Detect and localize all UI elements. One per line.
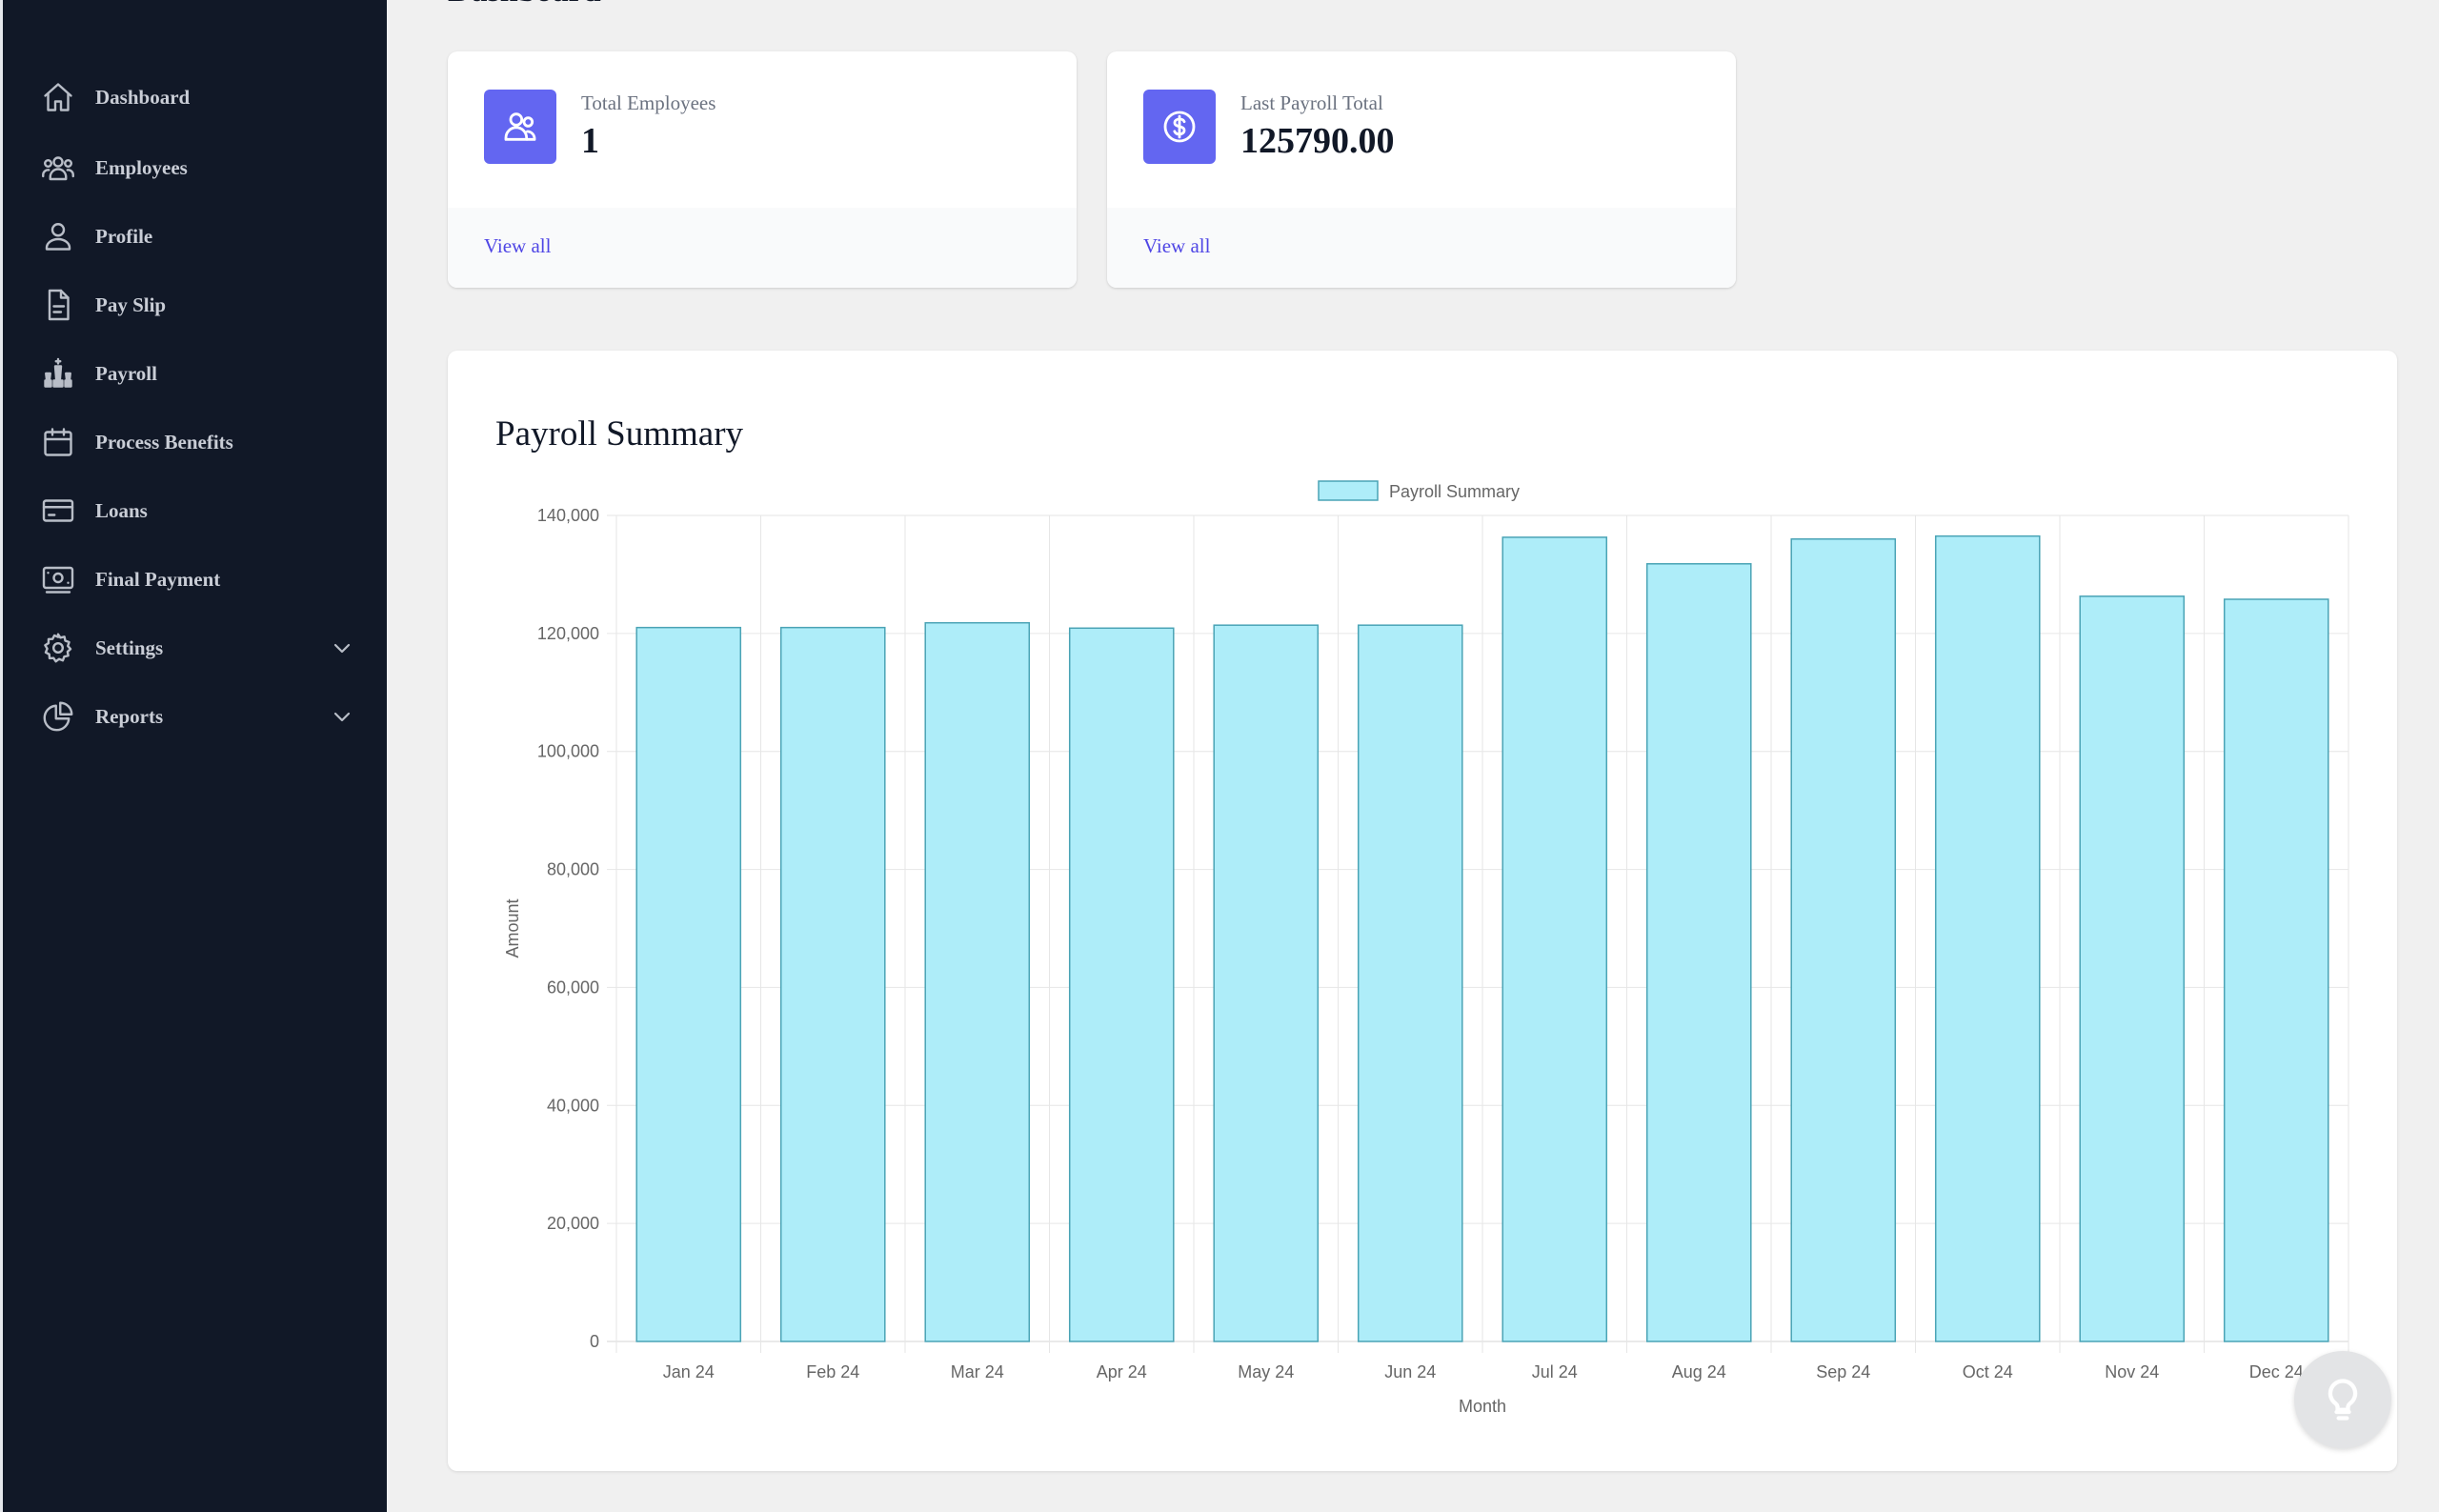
- calendar-icon: [39, 423, 77, 461]
- stat-card-last-payroll-total: Last Payroll Total 125790.00 View all: [1107, 51, 1736, 288]
- sidebar-item-payroll[interactable]: Payroll: [39, 350, 353, 397]
- card-footer: View all: [448, 208, 1077, 288]
- chart-bar: [1790, 538, 1897, 1342]
- sidebar-item-label: Reports: [95, 704, 164, 728]
- x-tick-label: Jun 24: [1384, 1362, 1436, 1381]
- cog-icon: [39, 629, 77, 667]
- stat-label: Total Employees: [581, 91, 716, 114]
- chart-bar: [635, 626, 742, 1342]
- sidebar-item-final-payment[interactable]: Final Payment: [39, 555, 353, 603]
- x-tick-label: Feb 24: [806, 1362, 859, 1381]
- view-all-link[interactable]: View all: [1143, 234, 1211, 257]
- chart-panel-title: Payroll Summary: [495, 414, 744, 454]
- document-icon: [39, 286, 77, 324]
- legend-label: Payroll Summary: [1389, 482, 1520, 501]
- y-tick-label: 0: [590, 1332, 599, 1351]
- x-tick-label: Jul 24: [1532, 1362, 1578, 1381]
- y-tick-label: 100,000: [537, 742, 599, 761]
- chart-bar: [1357, 624, 1463, 1342]
- sidebar-item-profile[interactable]: Profile: [39, 212, 353, 260]
- view-all-link[interactable]: View all: [484, 234, 552, 257]
- x-tick-label: Dec 24: [2249, 1362, 2304, 1381]
- chart-bar: [1068, 627, 1175, 1342]
- y-tick-label: 80,000: [547, 860, 599, 879]
- y-axis-title: Amount: [503, 898, 522, 958]
- y-tick-label: 120,000: [537, 624, 599, 643]
- stat-value: 1: [581, 121, 599, 161]
- sidebar-item-label: Settings: [95, 635, 164, 659]
- user-icon: [39, 217, 77, 255]
- chart-bar: [1213, 624, 1320, 1342]
- sidebar-item-label: Payroll: [95, 361, 157, 385]
- x-tick-label: Nov 24: [2105, 1362, 2159, 1381]
- x-tick-label: Jan 24: [663, 1362, 715, 1381]
- x-tick-label: Aug 24: [1672, 1362, 1726, 1381]
- help-button[interactable]: [2294, 1351, 2391, 1448]
- chart-bar: [1645, 563, 1752, 1342]
- sidebar-item-label: Loans: [95, 498, 148, 522]
- sidebar-item-loans[interactable]: Loans: [39, 487, 353, 534]
- sidebar-item-label: Process Benefits: [95, 430, 233, 454]
- x-tick-label: Apr 24: [1097, 1362, 1147, 1381]
- x-tick-label: Oct 24: [1963, 1362, 2013, 1381]
- x-axis-title: Month: [1459, 1397, 1506, 1416]
- payroll-summary-panel: Payroll Summary 0 20,000 40,000 60,000 80,00…: [448, 351, 2397, 1471]
- y-tick-label: 60,000: [547, 978, 599, 997]
- sidebar-item-settings[interactable]: Settings: [39, 624, 353, 672]
- chart-bar: [2079, 595, 2186, 1342]
- chevron-down-icon: [331, 636, 353, 659]
- sidebar-item-label: Pay Slip: [95, 292, 167, 316]
- sidebar: Dashboard Employees Profile Pay Slip Pay…: [0, 0, 387, 1512]
- sidebar-item-reports[interactable]: Reports: [39, 693, 353, 740]
- credit-card-icon: [39, 492, 77, 530]
- y-tick-label: 20,000: [547, 1214, 599, 1233]
- chart-bar: [2223, 598, 2329, 1342]
- stat-card-total-employees: Total Employees 1 View all: [448, 51, 1077, 288]
- sidebar-item-label: Profile: [95, 224, 153, 248]
- chart-bar: [924, 621, 1031, 1342]
- pie-chart-icon: [39, 697, 77, 736]
- payroll-summary-chart: 0 20,000 40,000 60,000 80,000 100,000 120,000 1…: [503, 480, 2349, 1416]
- sidebar-item-label: Dashboard: [95, 85, 191, 109]
- chart-bar: [779, 626, 886, 1342]
- legend-swatch: [1318, 480, 1379, 501]
- banknote-icon: [39, 560, 77, 598]
- sidebar-item-employees[interactable]: Employees: [39, 144, 353, 192]
- y-tick-label: 40,000: [547, 1096, 599, 1115]
- lightbulb-icon: [2328, 1379, 2358, 1421]
- stat-label: Last Payroll Total: [1240, 91, 1383, 114]
- x-tick-label: Mar 24: [951, 1362, 1004, 1381]
- sidebar-item-dashboard[interactable]: Dashboard: [39, 73, 353, 121]
- sidebar-item-label: Final Payment: [95, 567, 221, 591]
- chart-bar: [1502, 536, 1608, 1342]
- stat-value: 125790.00: [1240, 121, 1395, 161]
- x-tick-label: Sep 24: [1816, 1362, 1870, 1381]
- y-tick-label: 140,000: [537, 506, 599, 525]
- chart-bar: [1934, 534, 2041, 1342]
- sidebar-item-pay-slip[interactable]: Pay Slip: [39, 281, 353, 329]
- users-icon: [39, 149, 77, 187]
- chess-icon: [39, 354, 77, 393]
- x-tick-label: May 24: [1238, 1362, 1294, 1381]
- chevron-down-icon: [331, 705, 353, 728]
- sidebar-item-label: Employees: [95, 155, 188, 179]
- sidebar-item-process-benefits[interactable]: Process Benefits: [39, 418, 353, 466]
- dollar-circle-icon: [1143, 90, 1216, 164]
- users-icon: [484, 90, 556, 164]
- home-icon: [39, 78, 77, 116]
- page-title: Dashboard: [448, 0, 601, 10]
- card-footer: View all: [1107, 208, 1736, 288]
